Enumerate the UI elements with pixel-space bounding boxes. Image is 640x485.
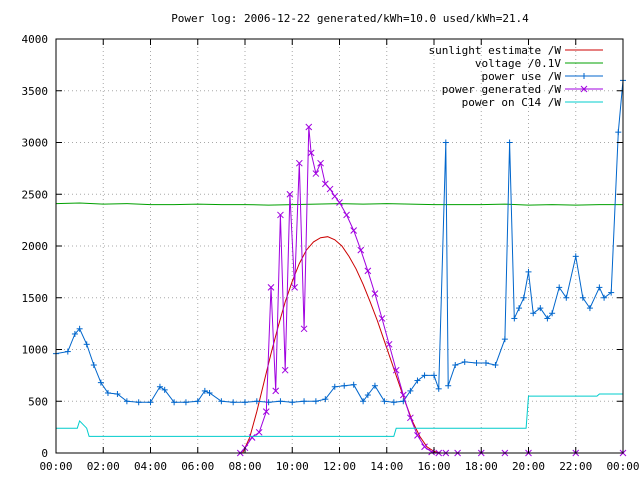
data-point <box>300 325 308 333</box>
data-point <box>305 123 313 131</box>
data-point <box>399 391 407 399</box>
series-2 <box>53 77 626 406</box>
data-point <box>331 192 339 200</box>
series-line <box>55 202 623 206</box>
x-tick-label: 16:00 <box>417 460 450 473</box>
data-point <box>371 290 379 297</box>
y-tick-label: 2000 <box>22 240 49 253</box>
data-point <box>267 284 275 291</box>
data-point <box>255 428 263 436</box>
data-point <box>291 284 298 291</box>
data-point <box>392 366 400 374</box>
data-point <box>286 190 294 198</box>
data-point <box>317 159 324 167</box>
x-tick-label: 10:00 <box>276 460 309 473</box>
y-tick-label: 0 <box>41 447 48 460</box>
y-tick-label: 3000 <box>22 137 49 150</box>
x-tick-label: 00:00 <box>606 460 639 473</box>
series-1 <box>55 202 623 206</box>
x-tick-label: 06:00 <box>181 460 214 473</box>
data-point <box>350 227 358 234</box>
series-4 <box>56 393 623 437</box>
y-tick-label: 4000 <box>22 33 49 46</box>
legend-label: voltage /0.1V <box>475 57 561 70</box>
data-point <box>343 211 350 219</box>
series-line <box>55 80 624 403</box>
y-tick-label: 1500 <box>22 292 49 305</box>
y-tick-label: 500 <box>28 395 48 408</box>
grid <box>56 39 623 453</box>
chart-title: Power log: 2006-12-22 generated/kWh=10.0… <box>171 12 529 25</box>
data-point <box>312 170 320 177</box>
x-tick-label: 04:00 <box>134 460 167 473</box>
data-point <box>580 85 588 93</box>
data-point <box>248 434 256 441</box>
axes: 00:00 02:00 04:00 06:00 08:00 10:00 12:00 14:00… <box>22 33 640 473</box>
data-point <box>357 246 365 254</box>
x-tick-label: 00:00 <box>39 460 72 473</box>
data-point <box>307 149 315 157</box>
data-point <box>321 180 329 188</box>
data-point <box>281 366 289 374</box>
x-tick-label: 20:00 <box>512 460 545 473</box>
data-point <box>295 159 303 167</box>
data-point <box>421 443 428 451</box>
data-point <box>414 432 421 439</box>
x-tick-label: 22:00 <box>559 460 592 473</box>
legend-label: power on C14 /W <box>462 96 562 109</box>
x-tick-label: 02:00 <box>87 460 120 473</box>
data-point <box>378 315 386 322</box>
series-layer <box>53 77 627 457</box>
data-point <box>364 267 372 275</box>
y-tick-label: 1000 <box>22 344 49 357</box>
legend-label: power use /W <box>482 70 562 83</box>
legend-label: power generated /W <box>442 83 562 96</box>
series-line <box>56 393 623 437</box>
y-tick-label: 2500 <box>22 188 49 201</box>
data-point <box>326 185 334 193</box>
x-tick-label: 12:00 <box>323 460 356 473</box>
data-point <box>262 408 270 415</box>
data-point <box>277 211 284 219</box>
data-point <box>407 414 414 422</box>
y-tick-label: 3500 <box>22 85 49 98</box>
legend-label: sunlight estimate /W <box>429 44 562 57</box>
x-tick-label: 18:00 <box>465 460 498 473</box>
data-point <box>385 340 393 348</box>
data-point <box>272 387 280 395</box>
data-point <box>336 199 343 206</box>
x-tick-label: 14:00 <box>370 460 403 473</box>
x-tick-label: 08:00 <box>228 460 261 473</box>
